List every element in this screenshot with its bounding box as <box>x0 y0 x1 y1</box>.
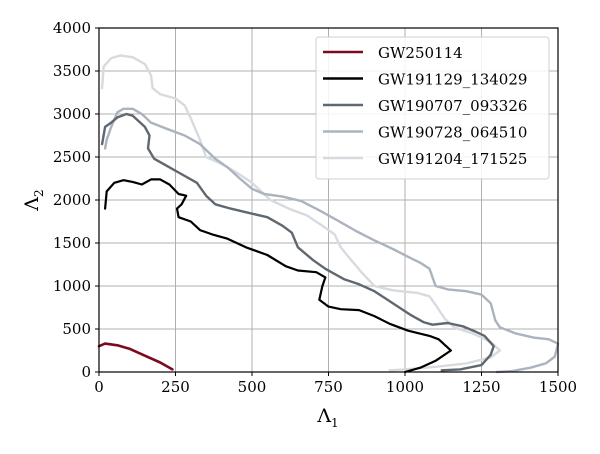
curve-gw250114 <box>97 342 174 371</box>
legend-entry: GW250114 <box>378 44 463 62</box>
curve-gw190728_064510 <box>103 107 560 374</box>
x-tick-label: 500 <box>238 378 267 396</box>
curve-gw191129_134029 <box>103 178 452 374</box>
curve-gw191204_171525 <box>100 54 502 372</box>
axes: 0 250 500 750 1000 1250 1500 0 500 1000 1500 2000 25… <box>53 19 577 396</box>
y-tick-label: 1000 <box>53 277 91 295</box>
x-tick-label: 250 <box>161 378 190 396</box>
x-tick-label: 750 <box>314 378 343 396</box>
legend-entry: GW191129_134029 <box>378 71 527 89</box>
x-tick-label: 1000 <box>386 378 424 396</box>
legend-entry: GW190707_093326 <box>378 97 527 115</box>
legend-entry: GW191204_171525 <box>378 150 527 168</box>
y-tick-label: 0 <box>81 363 91 381</box>
x-tick-label: 0 <box>94 378 104 396</box>
x-axis-label: Λ1 <box>316 405 338 430</box>
contour-curves <box>97 54 560 374</box>
y-tick-label: 4000 <box>53 19 91 37</box>
y-tick-label: 1500 <box>53 234 91 252</box>
y-tick-label: 2000 <box>53 191 91 209</box>
legend: GW250114 GW191129_134029 GW190707_093326 GW… <box>315 36 550 180</box>
x-tick-label: 1250 <box>462 378 500 396</box>
x-tick-label: 1500 <box>539 378 577 396</box>
y-axis-label: Λ2 <box>21 189 46 211</box>
y-tick-label: 500 <box>62 320 91 338</box>
curve-gw190707_093326 <box>100 112 495 372</box>
y-tick-label: 3500 <box>53 62 91 80</box>
y-tick-label: 2500 <box>53 148 91 166</box>
legend-entry: GW190728_064510 <box>378 124 527 142</box>
y-tick-label: 3000 <box>53 105 91 123</box>
